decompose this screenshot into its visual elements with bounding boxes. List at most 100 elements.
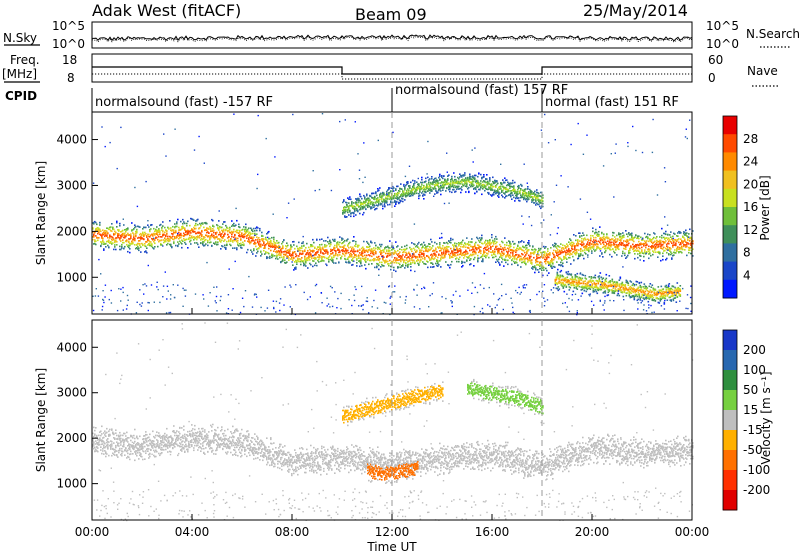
scatter-point <box>589 246 591 249</box>
scatter-point <box>456 188 458 190</box>
scatter-point <box>574 252 576 255</box>
scatter-point <box>391 249 393 251</box>
scatter-point <box>509 246 511 249</box>
scatter-point <box>378 199 380 202</box>
scatter-point <box>583 238 585 240</box>
scatter-point <box>390 196 392 199</box>
scatter-point <box>459 248 461 250</box>
scatter-point <box>210 235 212 237</box>
scatter-point <box>233 230 235 233</box>
scatter-point <box>487 253 489 255</box>
scatter-point <box>571 247 573 250</box>
scatter-point <box>614 236 616 238</box>
scatter-point <box>492 180 494 183</box>
scatter-point <box>578 276 581 279</box>
scatter-point <box>393 196 395 198</box>
scatter-point <box>363 206 365 209</box>
scatter-point <box>358 260 360 262</box>
scatter-point <box>431 247 433 249</box>
scatter-point <box>548 272 550 274</box>
scatter-point <box>322 259 324 262</box>
scatter-point <box>261 235 263 237</box>
scatter-point <box>507 253 509 256</box>
scatter-point <box>430 258 432 261</box>
scatter-point <box>180 241 182 244</box>
scatter-point <box>678 230 680 233</box>
scatter-point <box>532 252 534 254</box>
scatter-point <box>316 264 318 267</box>
scatter-point <box>324 256 326 259</box>
scatter-point <box>511 259 513 261</box>
scatter-point <box>467 188 469 190</box>
scatter-point <box>123 236 125 239</box>
scatter-point <box>534 250 536 253</box>
scatter-point <box>676 235 678 237</box>
scatter-point <box>390 268 392 271</box>
scatter-point <box>426 245 428 248</box>
scatter-point <box>433 188 435 190</box>
scatter-point <box>184 241 186 244</box>
scatter-point <box>624 245 626 247</box>
scatter-point <box>532 193 534 195</box>
scatter-point <box>491 254 493 256</box>
scatter-point <box>422 245 424 247</box>
scatter-point <box>419 191 421 193</box>
scatter-point <box>386 200 388 202</box>
scatter-point <box>186 224 188 227</box>
scatter-point <box>677 232 679 234</box>
scatter-point <box>438 182 440 184</box>
scatter-point <box>341 237 343 239</box>
scatter-point <box>424 256 426 259</box>
scatter-point <box>587 248 589 250</box>
scatter-point <box>320 248 322 251</box>
scatter-point <box>524 246 526 249</box>
scatter-point <box>523 250 525 252</box>
scatter-point <box>415 189 417 191</box>
scatter-point <box>564 244 566 247</box>
scatter-point <box>173 242 175 245</box>
scatter-point <box>338 243 340 246</box>
scatter-point <box>527 198 529 201</box>
scatter-point <box>536 189 538 191</box>
scatter-point <box>232 224 234 226</box>
scatter-point <box>524 195 526 197</box>
scatter-point <box>197 223 199 226</box>
scatter-point <box>509 185 511 188</box>
scatter-point <box>373 258 375 260</box>
scatter-point <box>423 255 425 257</box>
scatter-point <box>508 240 510 242</box>
scatter-point <box>373 253 375 256</box>
scatter-point <box>464 254 466 256</box>
scatter-point <box>126 243 128 246</box>
scatter-point <box>193 239 195 241</box>
scatter-point <box>668 237 670 240</box>
scatter-point <box>593 241 595 244</box>
scatter-point <box>659 241 661 243</box>
scatter-point <box>648 250 650 253</box>
scatter-point <box>293 269 295 271</box>
scatter-point <box>355 250 357 253</box>
scatter-point <box>373 197 375 199</box>
scatter-point <box>392 261 394 264</box>
scatter-point <box>383 199 385 202</box>
scatter-point <box>164 240 166 243</box>
scatter-point <box>683 240 685 242</box>
scatter-point <box>582 244 584 246</box>
scatter-point <box>439 175 441 177</box>
scatter-point <box>341 255 343 258</box>
scatter-point <box>546 257 548 259</box>
scatter-point <box>341 242 343 245</box>
scatter-point <box>630 238 632 241</box>
scatter-point <box>376 266 378 269</box>
scatter-point <box>666 243 668 246</box>
scatter-point <box>458 250 460 252</box>
scatter-point <box>536 260 538 263</box>
scatter-point <box>283 239 285 242</box>
scatter-point <box>487 188 489 191</box>
scatter-point <box>184 234 186 236</box>
scatter-point <box>122 239 124 241</box>
scatter-point <box>539 195 541 197</box>
scatter-point <box>149 228 151 231</box>
scatter-point <box>486 174 488 176</box>
scatter-point <box>374 204 376 207</box>
